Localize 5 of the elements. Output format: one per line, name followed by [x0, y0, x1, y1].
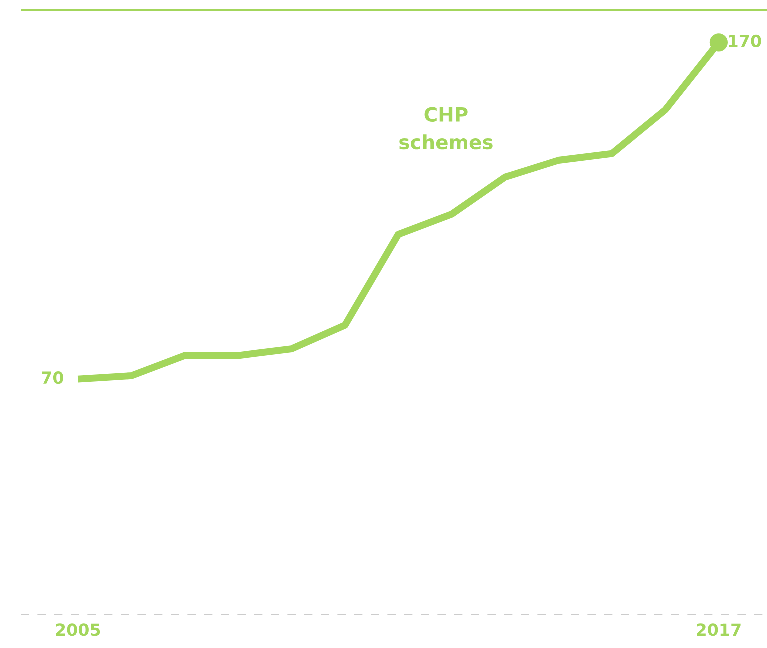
data-label: 170	[729, 34, 762, 48]
x-tick-label: 2005	[56, 624, 100, 636]
data-label: 70	[42, 372, 64, 384]
series-label: CHP schemes	[400, 107, 493, 150]
x-tick-label: 2017	[697, 624, 741, 636]
